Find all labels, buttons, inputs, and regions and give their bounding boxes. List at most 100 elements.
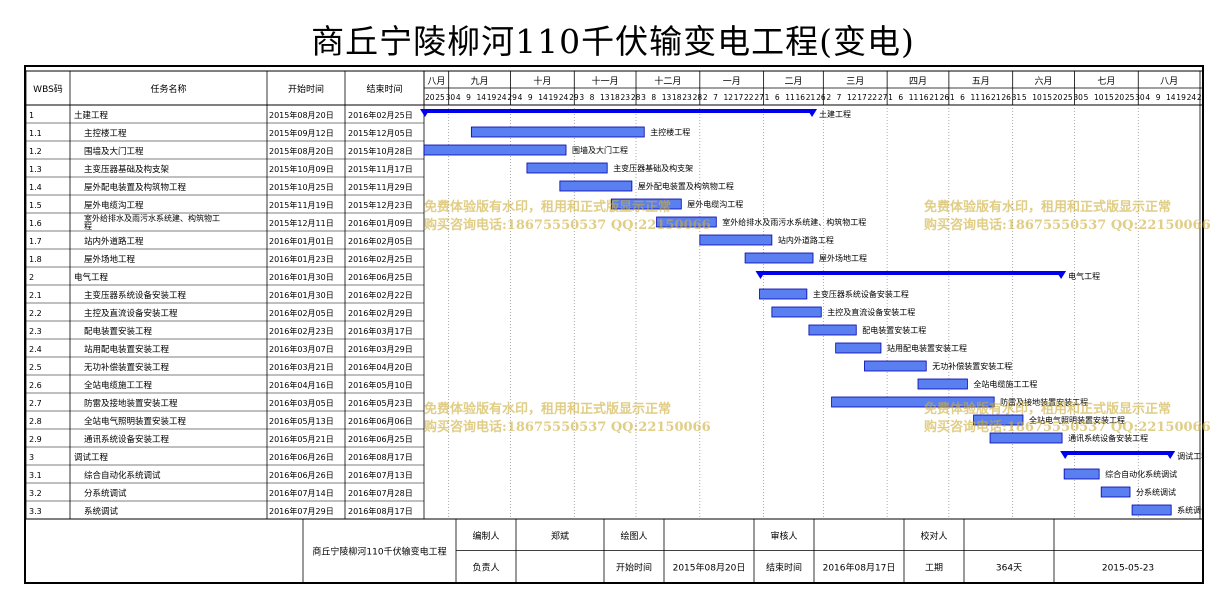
task-bar-label: 屋外场地工程 xyxy=(819,253,867,263)
day-tick-label: 16 xyxy=(796,93,806,102)
task-end: 2015年10月28日 xyxy=(348,146,413,156)
task-bar-label: 土建工程 xyxy=(819,109,851,119)
day-tick-label: 20 xyxy=(1053,93,1063,102)
task-start: 2016年01月30日 xyxy=(269,290,334,300)
task-name: 室外给排水及雨污水系统建、构筑物工 xyxy=(84,213,220,223)
column-header-name: 任务名称 xyxy=(150,83,186,95)
task-start: 2016年07月14日 xyxy=(269,488,334,498)
day-tick-label: 31 xyxy=(1012,93,1022,102)
task-name: 主变压器系统设备安装工程 xyxy=(84,290,187,301)
task-bar xyxy=(917,378,968,390)
task-name: 通讯系统设备安装工程 xyxy=(84,434,170,445)
task-start: 2015年12月11日 xyxy=(269,218,334,228)
day-tick-label: 19 xyxy=(1176,93,1186,102)
task-end: 2015年12月23日 xyxy=(348,200,413,210)
month-label: 十一月 xyxy=(592,75,619,87)
task-bar xyxy=(526,162,608,174)
task-start: 2016年01月30日 xyxy=(269,272,334,282)
task-end: 2015年12月05日 xyxy=(348,128,413,138)
summary-end-marker xyxy=(807,109,818,117)
day-tick-label: 21 xyxy=(806,93,816,102)
footer-checker-label: 校对人 xyxy=(920,530,947,542)
task-bar xyxy=(559,180,633,192)
day-tick-label: 14 xyxy=(476,93,486,102)
day-tick-label: 4 xyxy=(1145,93,1150,102)
task-name: 屋外场地工程 xyxy=(84,254,136,265)
task-bar xyxy=(1131,504,1172,516)
task-bar-label: 主变压器基础及构支架 xyxy=(613,163,693,173)
day-tick-label: 20 xyxy=(1115,93,1125,102)
gantt-frame: WBS码 任务名称 开始时间 结束时间 八月 20 25 30 九月 4 9 14 19 24 29 十月 4 9… xyxy=(24,65,1204,584)
task-wbs: 2.9 xyxy=(29,435,42,444)
day-tick-label: 11 xyxy=(970,93,980,102)
task-name: 围墙及大门工程 xyxy=(84,146,144,157)
day-tick-label: 24 xyxy=(497,93,507,102)
footer-reviewer-label: 审核人 xyxy=(770,530,797,542)
task-start: 2016年03月05日 xyxy=(269,398,334,408)
task-bar-label: 防雷及接地装置安装工程 xyxy=(1000,397,1088,407)
day-tick-label: 4 xyxy=(518,93,523,102)
month-label: 八月 xyxy=(427,76,445,87)
task-start: 2016年06月26日 xyxy=(269,470,334,480)
task-bar xyxy=(864,360,927,372)
day-tick-label: 1 xyxy=(950,93,955,102)
day-tick-label: 14 xyxy=(538,93,548,102)
task-name: 综合自动化系统调试 xyxy=(84,470,161,481)
day-tick-label: 19 xyxy=(549,93,559,102)
task-end: 2016年02月05日 xyxy=(348,236,413,246)
task-bar-label: 屋外配电装置及构筑物工程 xyxy=(638,181,734,191)
day-tick-label: 26 xyxy=(940,93,950,102)
month-label: 十月 xyxy=(533,75,551,87)
task-start: 2016年07月29日 xyxy=(269,506,334,516)
summary-start-marker xyxy=(420,109,430,117)
footer-drawer-label: 绘图人 xyxy=(620,530,647,542)
day-tick-label: 30 xyxy=(446,93,456,102)
day-tick-label: 29 xyxy=(507,93,517,102)
task-bar-label: 站内外道路工程 xyxy=(778,235,834,245)
day-tick-label: 2 xyxy=(826,93,831,102)
task-bar-label: 调试工程 xyxy=(1177,451,1202,461)
task-wbs: 1.2 xyxy=(29,147,42,156)
day-tick-label: 13 xyxy=(662,93,672,102)
footer-start-value: 2015年08月20日 xyxy=(673,561,746,573)
task-name: 站内外道路工程 xyxy=(84,236,144,247)
day-tick-label: 11 xyxy=(785,93,795,102)
month-label: 五月 xyxy=(972,76,990,87)
day-tick-label: 3 xyxy=(641,93,646,102)
month-label: 三月 xyxy=(846,76,864,87)
day-tick-label: 11 xyxy=(909,93,919,102)
day-tick-label: 17 xyxy=(857,93,867,102)
month-label: 一月 xyxy=(723,76,741,87)
task-wbs: 1.7 xyxy=(29,237,42,246)
task-wbs: 2.5 xyxy=(29,363,42,372)
task-name: 电气工程 xyxy=(74,272,109,283)
day-tick-label: 8 xyxy=(590,93,595,102)
task-end: 2016年02月25日 xyxy=(348,110,413,120)
task-bar xyxy=(808,324,857,336)
summary-start-marker xyxy=(1060,451,1071,459)
day-tick-label: 15 xyxy=(1104,93,1114,102)
task-start: 2016年02月23日 xyxy=(269,326,334,336)
task-start: 2016年01月01日 xyxy=(269,236,334,246)
task-wbs: 2.1 xyxy=(29,291,42,300)
task-bar xyxy=(835,342,882,354)
day-tick-label: 24 xyxy=(1187,93,1197,102)
task-end: 2016年04月20日 xyxy=(348,362,413,372)
task-wbs: 2.8 xyxy=(29,417,42,426)
footer-duration-value: 364天 xyxy=(996,563,1022,573)
task-name: 屋外配电装置及构筑物工程 xyxy=(84,182,187,193)
day-tick-label: 16 xyxy=(981,93,991,102)
task-name-wrap: 程 xyxy=(84,222,92,231)
day-tick-label: 18 xyxy=(672,93,682,102)
day-tick-label: 30 xyxy=(1073,93,1083,102)
task-bar xyxy=(771,306,822,318)
task-bar-label: 配电装置安装工程 xyxy=(862,325,926,335)
task-bar-label: 主控及直流设备安装工程 xyxy=(827,307,915,317)
day-tick-label: 26 xyxy=(1001,93,1011,102)
day-tick-label: 23 xyxy=(621,93,631,102)
task-end: 2016年07月28日 xyxy=(348,488,413,498)
task-bar-label: 站用配电装置安装工程 xyxy=(887,343,967,353)
task-name: 全站电气照明装置安装工程 xyxy=(84,416,187,427)
task-end: 2016年06月06日 xyxy=(348,416,413,426)
